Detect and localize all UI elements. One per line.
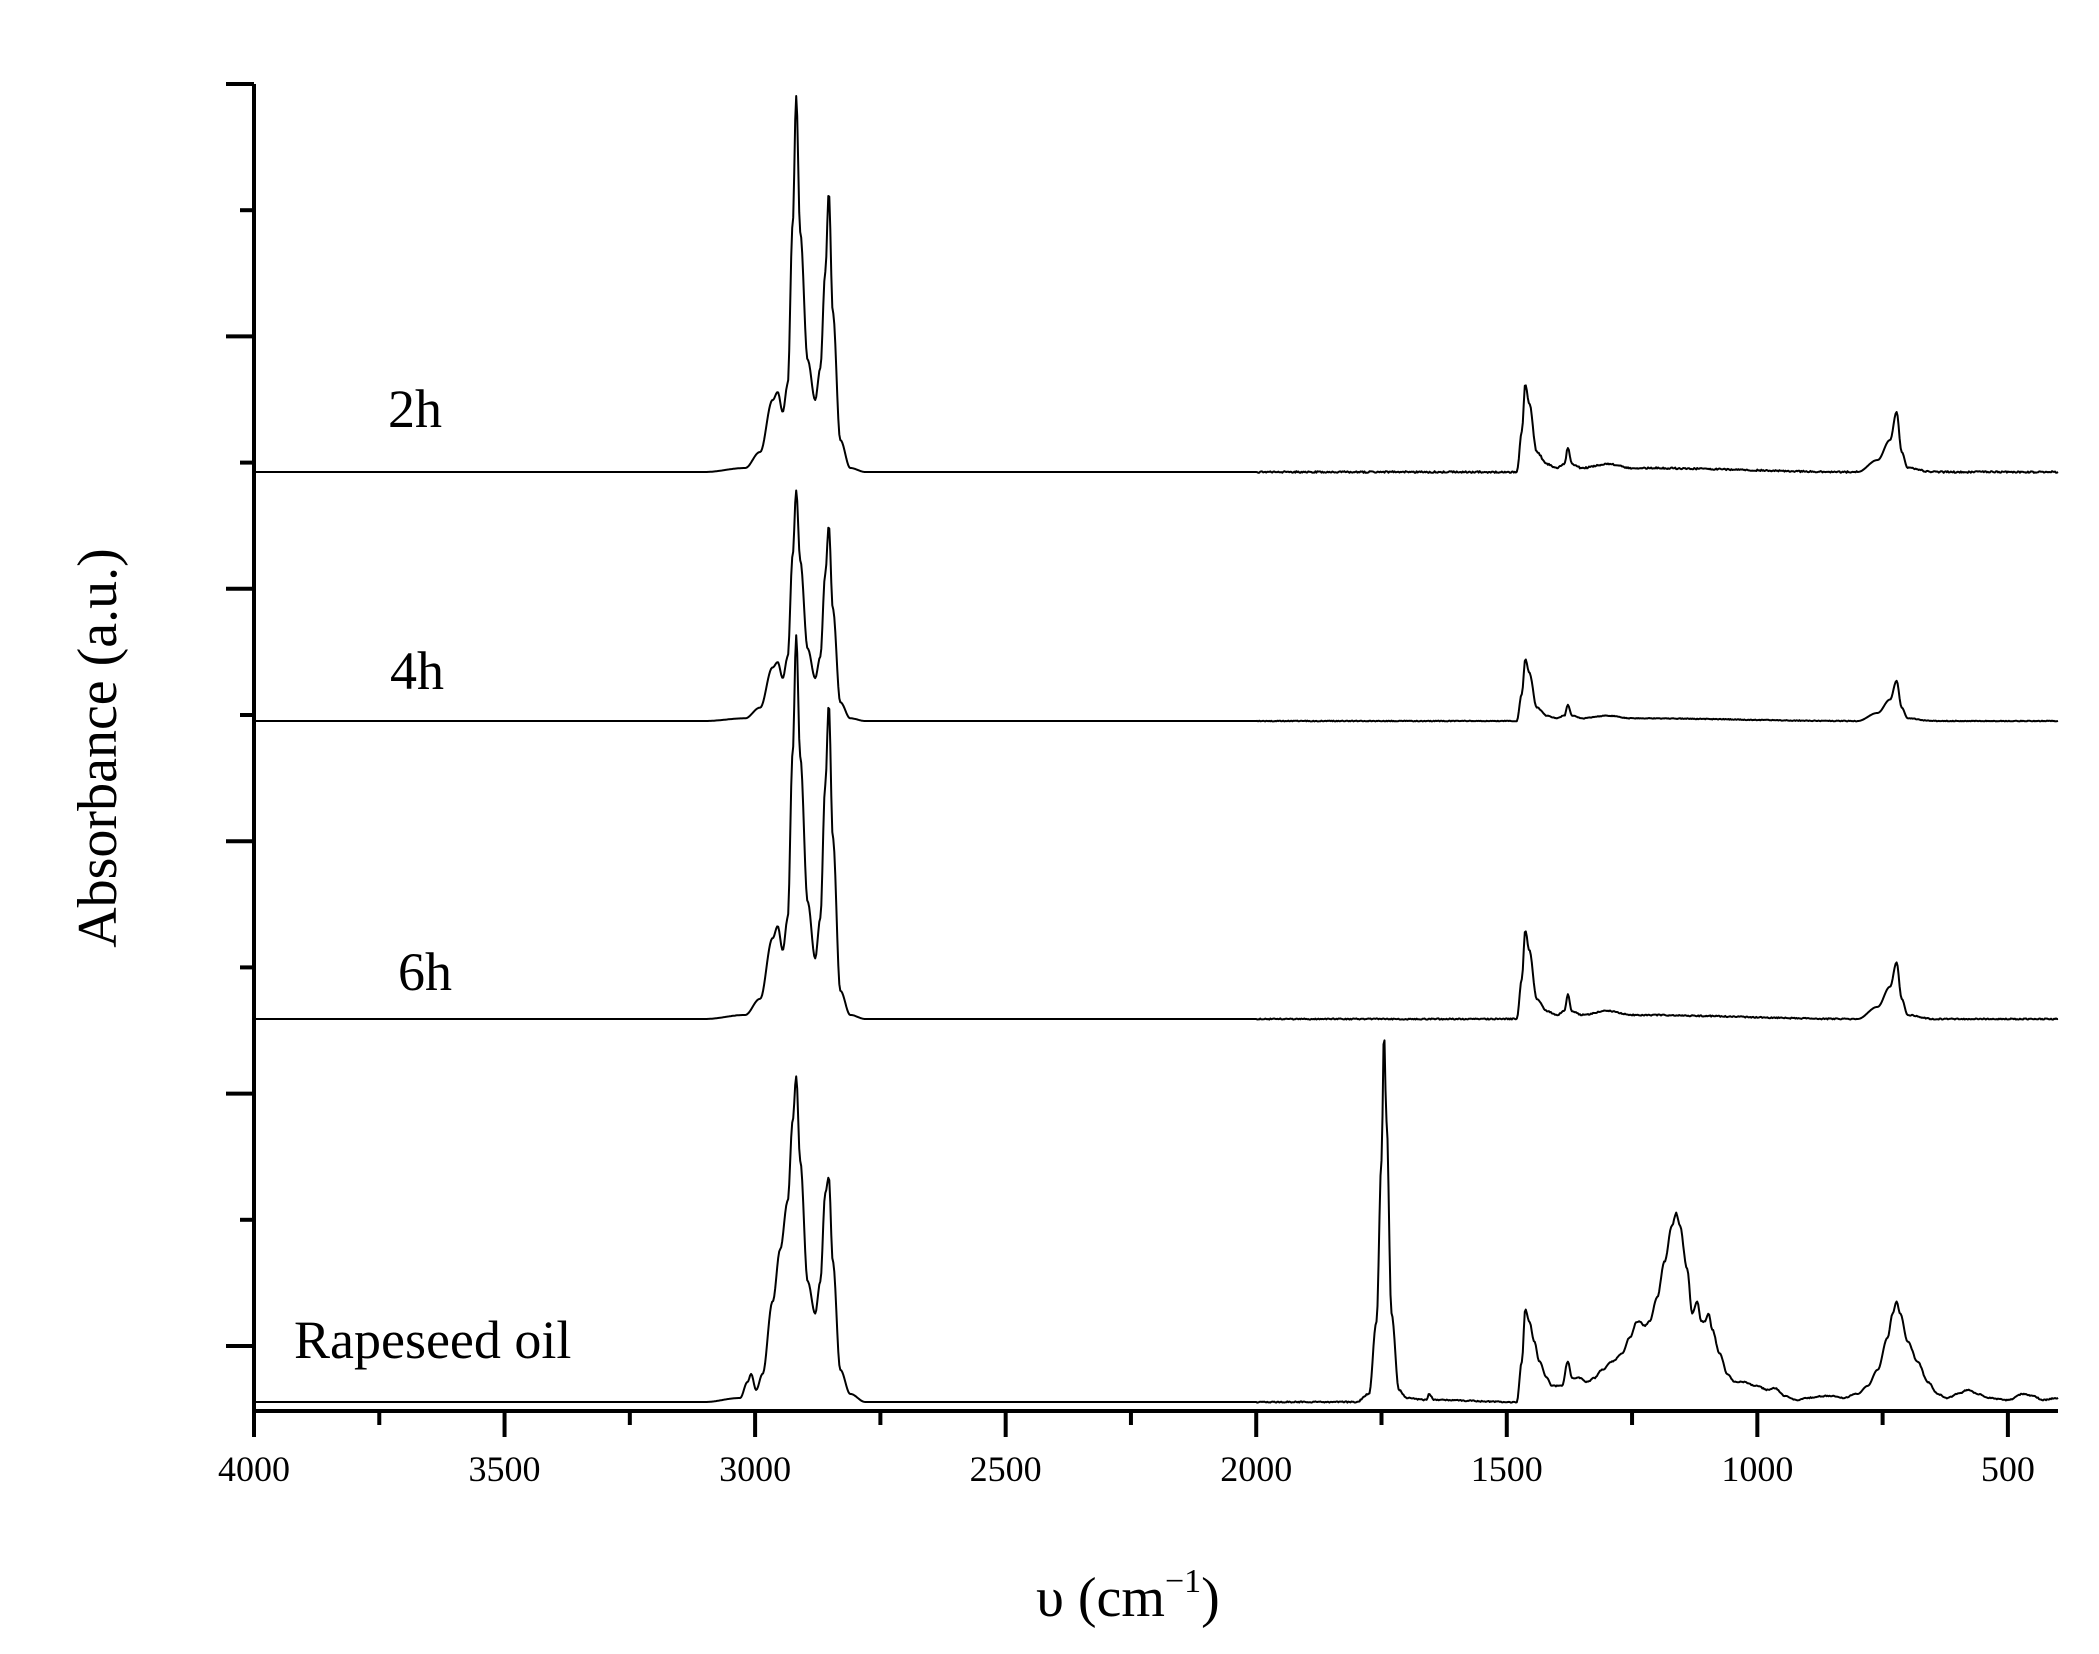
- x-tick-label: 500: [1981, 1449, 2035, 1489]
- x-tick-label: 1500: [1471, 1449, 1543, 1489]
- series-label-rapeseed-oil: Rapeseed oil: [294, 1310, 571, 1370]
- x-tick-label: 1000: [1721, 1449, 1793, 1489]
- spectra: [254, 95, 2059, 1404]
- spectrum-line-6h: [254, 634, 2059, 1021]
- x-tick-label: 2500: [970, 1449, 1042, 1489]
- plot-frame: [252, 84, 2058, 1413]
- x-tick-label: 4000: [218, 1449, 290, 1489]
- x-tick-label: 2000: [1220, 1449, 1292, 1489]
- y-axis-ticks: [226, 82, 254, 1348]
- x-tick-label: 3000: [719, 1449, 791, 1489]
- x-tick-label: 3500: [469, 1449, 541, 1489]
- spectrum-line-rapeseed-oil: [254, 1039, 2059, 1404]
- series-label-6h: 6h: [398, 942, 452, 1002]
- x-axis-title: υ (cm−1): [1036, 1563, 1220, 1629]
- x-axis-title-suffix: ): [1201, 1567, 1220, 1629]
- x-axis-title-main: υ (cm: [1036, 1567, 1165, 1629]
- series-label-2h: 2h: [388, 379, 442, 439]
- x-axis-ticks: [252, 1411, 2010, 1437]
- y-axis-title: Absorbance (a.u.): [67, 548, 129, 948]
- spectrum-line-2h: [254, 95, 2059, 474]
- x-axis-tick-labels: 4000 3500 3000 2500 2000 1500 1000 500: [218, 1449, 2035, 1489]
- spectrum-line-4h: [254, 489, 2059, 723]
- x-axis-title-superscript: −1: [1165, 1563, 1201, 1600]
- series-labels: 2h 4h 6h Rapeseed oil: [294, 379, 571, 1370]
- series-label-4h: 4h: [390, 641, 444, 701]
